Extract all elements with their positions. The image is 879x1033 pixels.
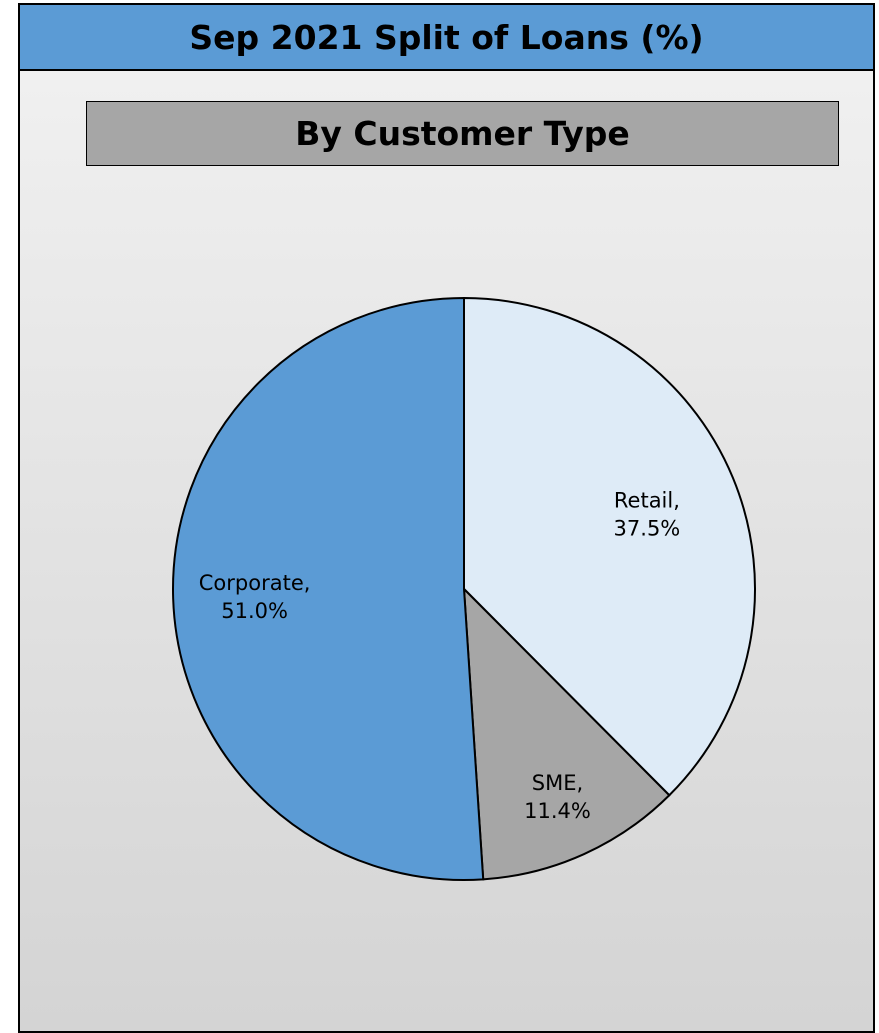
chart-title: Sep 2021 Split of Loans (%) bbox=[20, 5, 873, 71]
chart-panel: Sep 2021 Split of Loans (%) By Customer … bbox=[18, 3, 875, 1033]
data-label-corporate: Corporate, 51.0% bbox=[199, 571, 311, 623]
pie-slice-corporate bbox=[172, 296, 485, 881]
data-label-sme: SME, 11.4% bbox=[524, 771, 591, 823]
chart-subtitle: By Customer Type bbox=[86, 101, 839, 166]
pie-chart: Retail, 37.5% SME, 11.4% Corporate, 51.0% bbox=[172, 296, 756, 881]
data-label-retail: Retail, 37.5% bbox=[614, 488, 681, 540]
pie-slice-retail bbox=[463, 296, 756, 797]
pie-slice-sme bbox=[462, 586, 671, 881]
